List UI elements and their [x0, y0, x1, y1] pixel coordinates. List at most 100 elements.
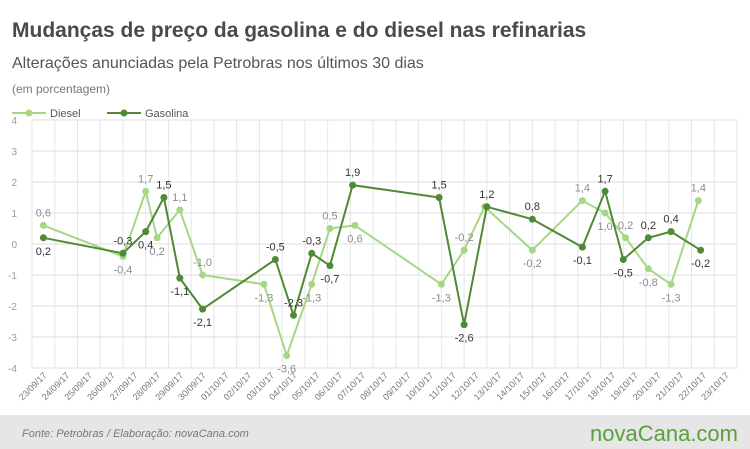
data-label-gasolina: 1,5	[431, 180, 446, 192]
data-point-gasolina	[483, 203, 491, 211]
x-axis-ticks: 23/09/1724/09/1725/09/1726/09/1727/09/17…	[17, 370, 731, 402]
data-point-diesel	[667, 280, 675, 288]
data-labels: 0,6 -0,4 1,7 0,2 1,1 -1,0 -1,3 -3,6 -1,3 0,5 0,6 -1…	[36, 167, 710, 376]
data-label-diesel: 0,2	[618, 220, 633, 232]
data-label-diesel: -0,8	[639, 277, 658, 289]
data-point-gasolina	[199, 305, 207, 313]
data-label-diesel: -0,2	[455, 232, 474, 244]
data-label-diesel: -1,3	[432, 292, 451, 304]
data-point-gasolina	[271, 256, 279, 263]
data-point-gasolina	[176, 274, 184, 282]
data-label-gasolina: -2,6	[455, 333, 474, 345]
y-tick-label: 4	[11, 116, 17, 127]
y-tick-label: -3	[8, 333, 17, 344]
data-point-diesel	[578, 197, 586, 205]
legend-marker	[120, 109, 128, 117]
data-label-gasolina: -1,1	[170, 286, 189, 298]
data-label-gasolina: -0,1	[573, 255, 592, 267]
data-point-diesel	[142, 187, 150, 195]
data-label-diesel: -1,3	[254, 292, 273, 304]
chart-title: Mudanças de preço da gasolina e do diese…	[12, 19, 586, 42]
y-tick-label: 3	[11, 147, 17, 158]
chart-subtitle: Alterações anunciadas pela Petrobras nos…	[12, 55, 424, 72]
data-label-diesel: 0,6	[36, 207, 51, 219]
y-tick-label: 1	[11, 209, 17, 220]
data-point-diesel	[437, 280, 445, 288]
data-point-gasolina	[435, 194, 443, 201]
data-point-gasolina	[349, 181, 357, 189]
data-label-gasolina: -0,3	[113, 235, 132, 247]
data-point-diesel	[326, 225, 334, 232]
series-group	[39, 181, 705, 360]
data-label-gasolina: -0,5	[614, 268, 633, 280]
data-point-gasolina	[326, 262, 334, 270]
data-label-gasolina: 0,2	[641, 220, 656, 232]
legend: Diesel Gasolina	[12, 108, 189, 120]
data-point-gasolina	[142, 228, 150, 236]
data-point-gasolina	[290, 311, 298, 319]
legend-marker	[25, 109, 33, 117]
data-point-diesel	[283, 352, 291, 360]
y-tick-label: -2	[8, 302, 17, 313]
series-line-gasolina	[43, 184, 702, 326]
data-point-diesel	[260, 280, 268, 288]
data-label-gasolina: -2,3	[284, 297, 303, 309]
data-label-diesel: 1,7	[138, 173, 153, 185]
data-label-gasolina: -0,3	[302, 235, 321, 247]
data-label-diesel: -0,2	[523, 258, 542, 270]
data-label-diesel: -1,3	[302, 292, 321, 304]
unit-note: (em porcentagem)	[12, 82, 110, 96]
data-point-diesel	[351, 221, 359, 229]
y-tick-label: 0	[11, 240, 17, 251]
data-label-diesel: 0,2	[149, 246, 164, 258]
data-point-diesel	[199, 271, 207, 279]
data-point-gasolina	[619, 256, 627, 263]
footer-bar	[0, 415, 750, 449]
data-point-diesel	[601, 209, 609, 217]
data-label-gasolina: 0,4	[663, 214, 678, 226]
legend-label: Diesel	[50, 108, 81, 120]
y-tick-label: -4	[8, 364, 17, 375]
data-label-gasolina: 0,8	[525, 201, 540, 213]
data-label-diesel: 1,0	[597, 221, 612, 233]
data-point-gasolina	[578, 243, 586, 251]
data-label-diesel: -1,0	[193, 257, 212, 269]
data-label-diesel: -1,3	[662, 292, 681, 304]
data-point-gasolina	[601, 187, 609, 195]
data-point-gasolina	[697, 246, 705, 254]
data-label-diesel: 1,1	[172, 192, 187, 204]
grid-lines	[31, 119, 738, 369]
data-point-diesel	[644, 265, 652, 273]
data-point-diesel	[622, 234, 630, 242]
y-axis-ticks: 4 3 2 1 0 -1 -2 -3 -4	[8, 116, 17, 375]
data-label-gasolina: 1,7	[597, 173, 612, 185]
data-label-gasolina: 1,9	[345, 167, 360, 179]
data-point-diesel	[694, 197, 702, 205]
data-point-diesel	[460, 246, 468, 254]
data-point-gasolina	[667, 228, 675, 236]
data-point-diesel	[528, 246, 536, 254]
data-label-gasolina: -0,5	[266, 242, 285, 254]
data-label-gasolina: -0,7	[320, 274, 339, 286]
y-tick-label: -1	[8, 271, 17, 282]
legend-label: Gasolina	[145, 108, 189, 120]
data-point-diesel	[308, 280, 316, 288]
data-label-diesel: -3,6	[277, 364, 296, 376]
data-point-gasolina	[39, 234, 47, 242]
data-label-diesel: 0,6	[347, 233, 362, 245]
source-note: Fonte: Petrobras / Elaboração: novaCana.…	[22, 428, 249, 440]
data-label-diesel: -0,4	[113, 264, 132, 276]
data-label-gasolina: 1,2	[479, 189, 494, 201]
data-point-gasolina	[644, 234, 652, 242]
data-label-diesel: 0,5	[322, 211, 337, 223]
data-point-gasolina	[160, 194, 168, 201]
data-label-gasolina: 0,4	[138, 240, 153, 252]
data-point-gasolina	[528, 215, 536, 223]
data-label-diesel: 1,4	[575, 183, 590, 195]
data-point-gasolina	[460, 321, 468, 329]
data-label-gasolina: -0,2	[691, 258, 710, 270]
novacana-logo: novaCana.com	[590, 421, 738, 446]
data-point-diesel	[39, 221, 47, 229]
